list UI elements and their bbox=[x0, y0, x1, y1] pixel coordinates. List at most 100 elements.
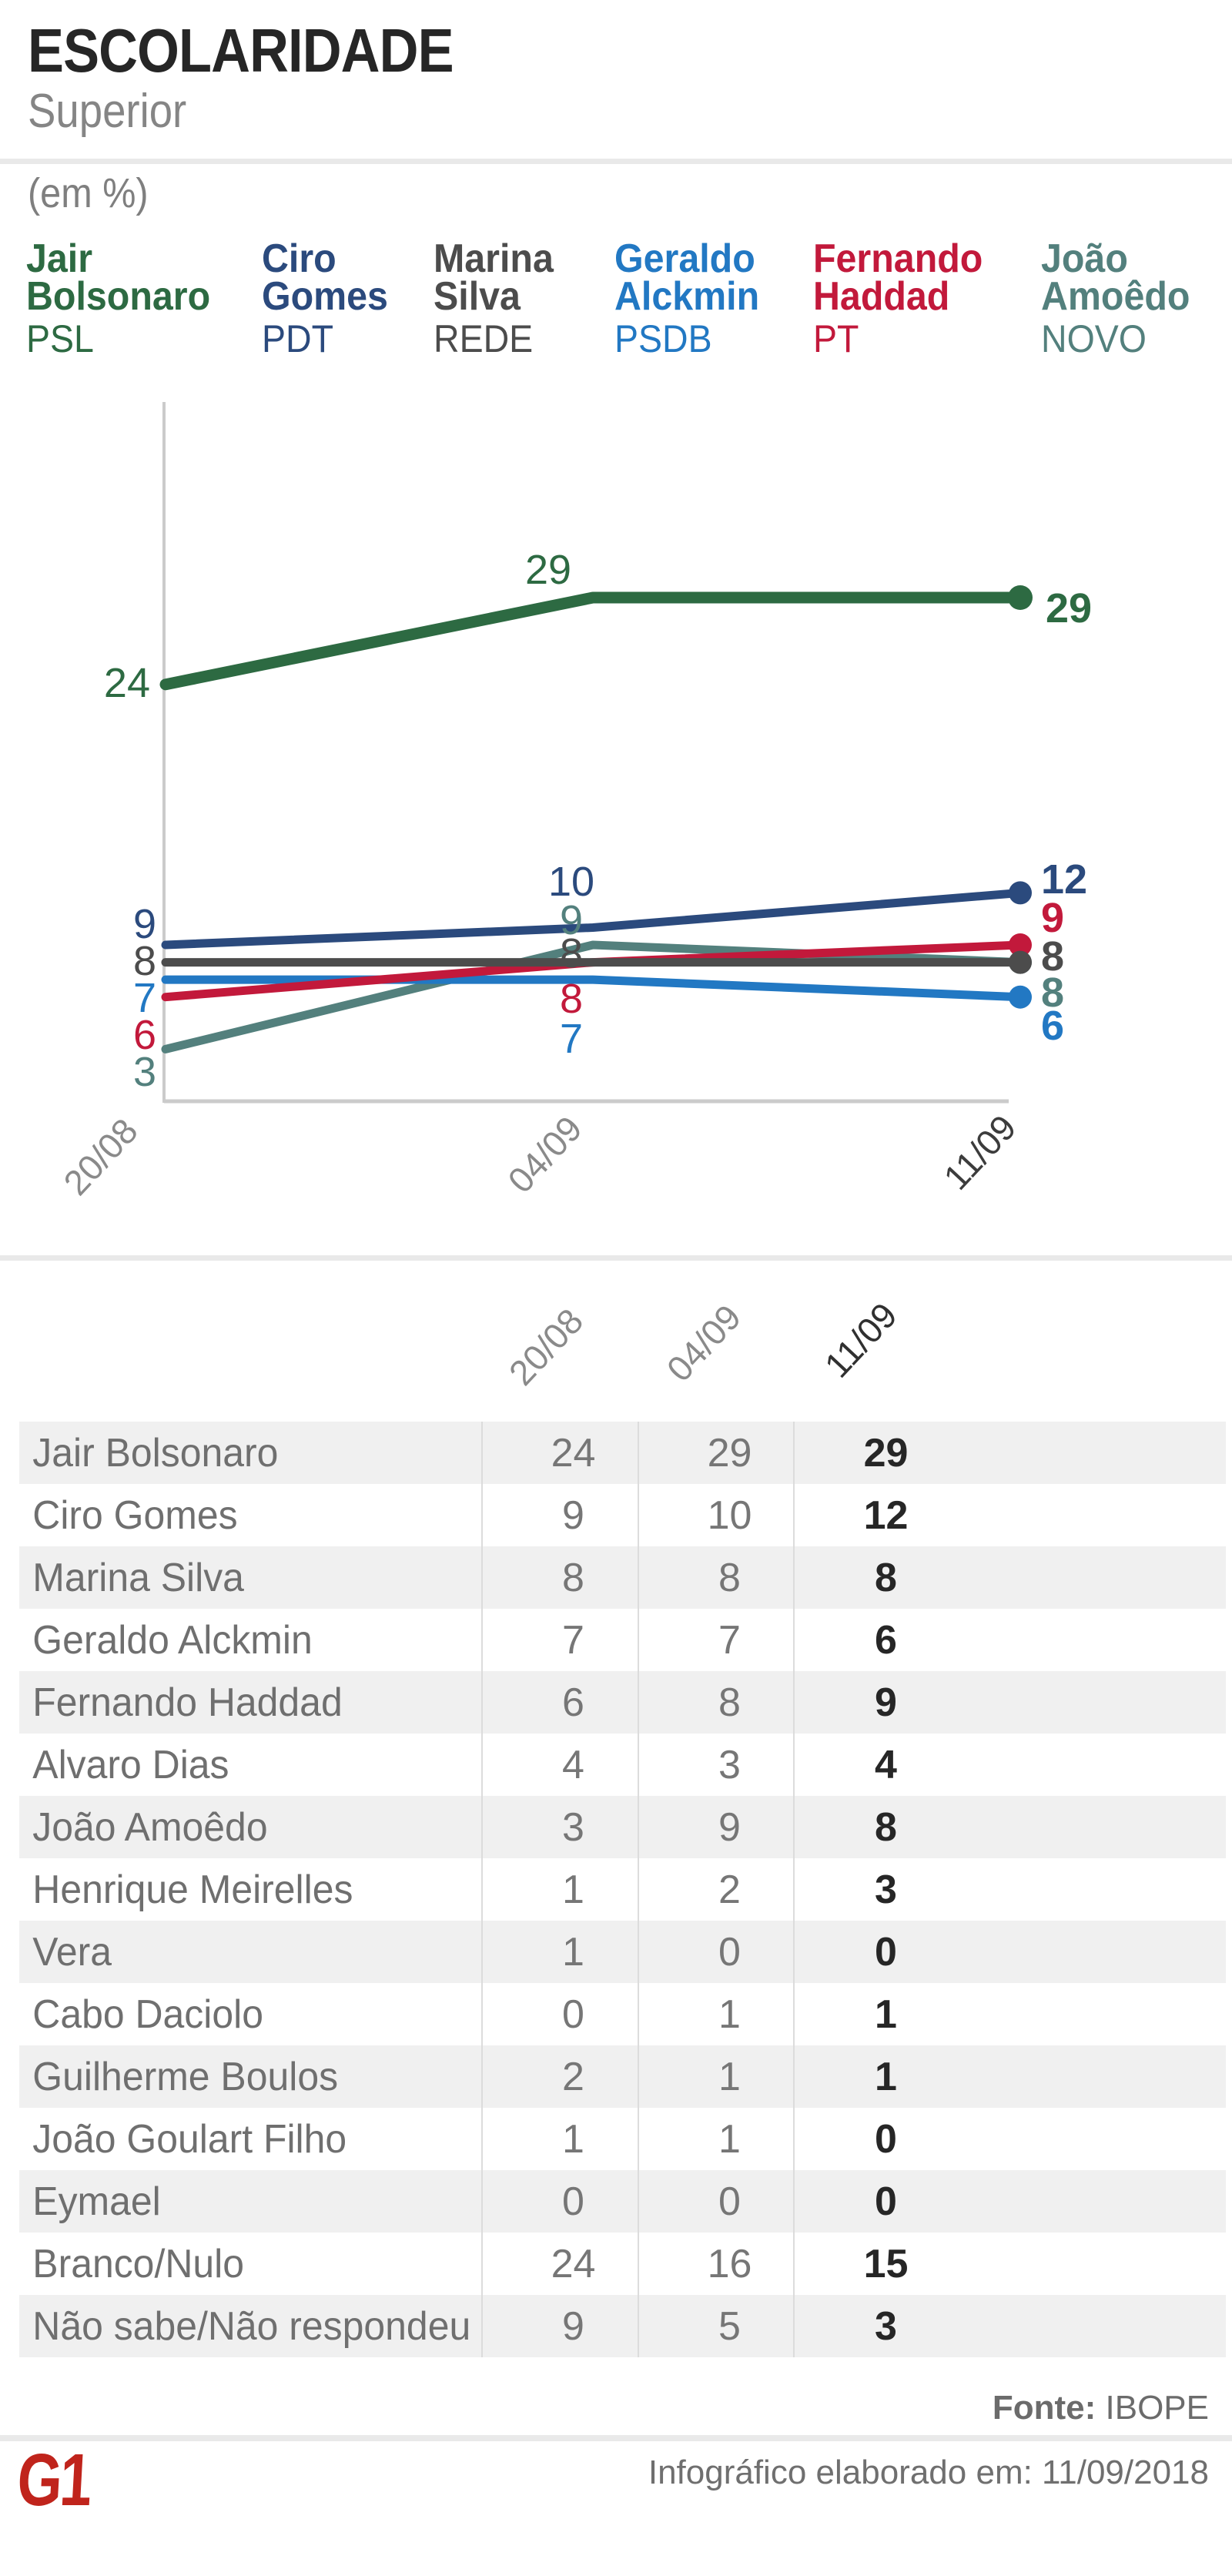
row-candidate-name: Vera bbox=[32, 1929, 112, 1975]
row-value-20-08: 9 bbox=[562, 1492, 584, 1538]
series-line bbox=[159, 591, 1026, 691]
row-value-20-08: 1 bbox=[562, 2116, 584, 2162]
series-marina-silva bbox=[161, 950, 1032, 974]
row-value-20-08: 0 bbox=[562, 1991, 584, 2037]
row-value-20-08: 2 bbox=[562, 2054, 584, 2099]
row-value-04-09: 16 bbox=[707, 2241, 752, 2286]
series-end-dot bbox=[1009, 985, 1032, 1009]
value-label: 10 bbox=[548, 859, 594, 905]
table-row: Fernando Haddad 6 8 9 bbox=[19, 1671, 1226, 1734]
row-value-20-08: 24 bbox=[551, 1430, 596, 1476]
row-value-04-09: 0 bbox=[718, 1929, 741, 1975]
table-row: Eymael 0 0 0 bbox=[19, 2170, 1226, 2233]
legend-item-geraldo-alckmin: Geraldo Alckmin PSDB bbox=[614, 239, 770, 360]
row-value-04-09: 7 bbox=[718, 1617, 741, 1663]
candidate-party: REDE bbox=[434, 317, 534, 360]
series-end-dot bbox=[1008, 585, 1033, 610]
series-ciro-gomes bbox=[161, 881, 1032, 950]
row-candidate-name: Geraldo Alckmin bbox=[32, 1617, 313, 1663]
table-row: Vera 1 0 0 bbox=[19, 1921, 1226, 1983]
candidate-party: PSL bbox=[26, 317, 94, 360]
header-divider bbox=[0, 159, 1232, 164]
x-axis-label: 11/09 bbox=[936, 1107, 1023, 1198]
footer-divider bbox=[0, 2435, 1232, 2441]
value-label: 6 bbox=[133, 1012, 156, 1058]
x-axis-label: 04/09 bbox=[500, 1108, 590, 1201]
series-end-dot bbox=[1009, 881, 1032, 905]
row-value-20-08: 7 bbox=[562, 1617, 584, 1663]
table-column-header-04-09: 04/09 bbox=[658, 1297, 749, 1389]
row-value-11-09: 29 bbox=[863, 1430, 909, 1476]
candidate-party: PSDB bbox=[614, 317, 712, 360]
row-candidate-name: Jair Bolsonaro bbox=[32, 1430, 279, 1476]
value-label: 9 bbox=[560, 897, 583, 943]
row-value-20-08: 1 bbox=[562, 1867, 584, 1912]
row-candidate-name: Eymael bbox=[32, 2179, 161, 2224]
row-value-20-08: 3 bbox=[562, 1804, 584, 1850]
candidate-name: Ciro Gomes bbox=[262, 236, 388, 319]
value-label: 12 bbox=[1041, 856, 1087, 903]
series-end-dot bbox=[1009, 950, 1032, 974]
row-candidate-name: Branco/Nulo bbox=[32, 2241, 244, 2286]
series-jair-bolsonaro bbox=[159, 585, 1033, 691]
source-line: Fonte: IBOPE bbox=[0, 2389, 1209, 2427]
legend-item-ciro-gomes: Ciro Gomes PDT bbox=[262, 236, 397, 360]
table-row: João Amoêdo 3 9 8 bbox=[19, 1796, 1226, 1858]
row-value-04-09: 8 bbox=[718, 1555, 741, 1600]
table-row: Cabo Daciolo 0 1 1 bbox=[19, 1983, 1226, 2045]
candidate-name: Fernando Haddad bbox=[813, 236, 983, 319]
row-value-11-09: 12 bbox=[863, 1492, 909, 1538]
credit-line: Infográfico elaborado em: 11/09/2018 bbox=[648, 2454, 1209, 2491]
row-value-04-09: 1 bbox=[718, 2054, 741, 2099]
legend-item-fernando-haddad: Fernando Haddad PT bbox=[813, 236, 996, 360]
candidate-party: PDT bbox=[262, 317, 333, 360]
chart-table-divider bbox=[0, 1255, 1232, 1261]
table-row: Henrique Meirelles 1 2 3 bbox=[19, 1858, 1226, 1921]
table-row: Guilherme Boulos 2 1 1 bbox=[19, 2045, 1226, 2108]
row-value-11-09: 1 bbox=[875, 2054, 897, 2099]
row-value-20-08: 0 bbox=[562, 2179, 584, 2224]
row-value-11-09: 4 bbox=[875, 1742, 897, 1787]
legend-item-marina-silva: Marina Silva REDE bbox=[434, 239, 563, 360]
row-value-11-09: 0 bbox=[875, 2179, 897, 2224]
row-candidate-name: Ciro Gomes bbox=[32, 1492, 238, 1538]
value-label: 3 bbox=[133, 1049, 156, 1095]
value-label: 8 bbox=[560, 976, 583, 1022]
row-value-04-09: 9 bbox=[718, 1804, 741, 1850]
row-value-11-09: 8 bbox=[875, 1804, 897, 1850]
value-label: 24 bbox=[104, 660, 150, 706]
row-value-11-09: 3 bbox=[875, 1867, 897, 1912]
row-candidate-name: Marina Silva bbox=[32, 1555, 244, 1600]
candidate-name: Jair Bolsonaro bbox=[26, 236, 211, 319]
row-value-04-09: 3 bbox=[718, 1742, 741, 1787]
value-label: 9 bbox=[1041, 895, 1064, 941]
x-axis-label: 20/08 bbox=[55, 1110, 146, 1203]
candidate-party: PT bbox=[813, 317, 859, 360]
row-value-20-08: 1 bbox=[562, 1929, 584, 1975]
source-value: IBOPE bbox=[1105, 2389, 1210, 2427]
column-separator bbox=[638, 1422, 639, 2357]
value-label: 9 bbox=[133, 901, 156, 947]
row-value-11-09: 9 bbox=[875, 1680, 897, 1725]
row-candidate-name: João Amoêdo bbox=[32, 1804, 268, 1850]
table-row: Geraldo Alckmin 7 7 6 bbox=[19, 1609, 1226, 1671]
series-line bbox=[161, 940, 1025, 1054]
row-candidate-name: Guilherme Boulos bbox=[32, 2054, 339, 2099]
table-row: Branco/Nulo 24 16 15 bbox=[19, 2233, 1226, 2295]
legend-item-jair-bolsonaro: Jair Bolsonaro PSL bbox=[26, 236, 224, 360]
value-label: 7 bbox=[133, 975, 156, 1021]
table-row: Alvaro Dias 4 3 4 bbox=[19, 1734, 1226, 1796]
series-geraldo-alckmin bbox=[161, 975, 1032, 1009]
row-candidate-name: João Goulart Filho bbox=[32, 2116, 347, 2162]
page-subtitle: Superior bbox=[28, 85, 187, 138]
table-column-header-20-08: 20/08 bbox=[500, 1301, 591, 1393]
row-value-20-08: 4 bbox=[562, 1742, 584, 1787]
row-value-20-08: 9 bbox=[562, 2303, 584, 2349]
row-value-04-09: 8 bbox=[718, 1680, 741, 1725]
table-row: Jair Bolsonaro 24 29 29 bbox=[19, 1422, 1226, 1484]
row-value-11-09: 6 bbox=[875, 1617, 897, 1663]
row-candidate-name: Cabo Daciolo bbox=[32, 1991, 263, 2037]
row-candidate-name: Não sabe/Não respondeu bbox=[32, 2303, 471, 2349]
value-label: 29 bbox=[525, 547, 571, 593]
